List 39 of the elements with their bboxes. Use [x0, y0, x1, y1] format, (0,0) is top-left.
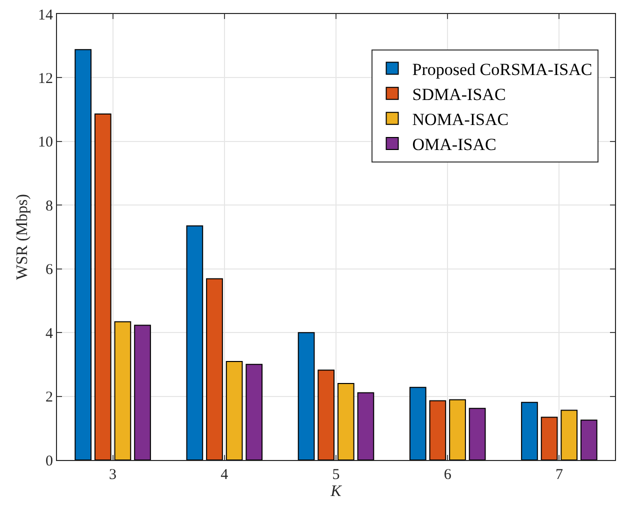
x-tick-label: 7 — [555, 467, 564, 483]
bar — [226, 361, 243, 460]
y-tick-label: 10 — [38, 134, 53, 151]
legend-label: Proposed CoRSMA-ISAC — [412, 60, 592, 79]
y-axis-title: WSR (Mbps) — [14, 194, 31, 280]
bar — [318, 370, 335, 460]
bar — [429, 400, 446, 460]
y-tick-label: 14 — [38, 7, 54, 24]
y-tick-label: 6 — [46, 262, 54, 278]
bar — [357, 392, 374, 460]
x-tick-label: 3 — [109, 467, 117, 483]
x-tick-label: 6 — [444, 467, 452, 483]
bar — [449, 399, 466, 460]
y-tick-label: 2 — [46, 390, 53, 406]
bar — [186, 225, 204, 460]
y-tick-label: 12 — [38, 70, 53, 87]
y-tick-label: 8 — [46, 198, 53, 214]
x-tick-label: 5 — [332, 467, 340, 483]
bar — [337, 383, 354, 460]
bar — [580, 420, 598, 460]
y-tick-label: 0 — [46, 453, 53, 470]
bar — [468, 408, 486, 460]
bar — [521, 402, 538, 460]
x-axis-title: K — [330, 483, 343, 500]
legend-label: SDMA-ISAC — [412, 84, 506, 104]
legend-label: NOMA-ISAC — [412, 110, 509, 130]
bar — [560, 410, 578, 460]
bar — [74, 49, 92, 460]
bar — [94, 114, 112, 460]
bar — [206, 278, 223, 460]
bar — [134, 324, 151, 460]
bar — [298, 332, 315, 460]
bar — [114, 321, 132, 460]
bar — [540, 416, 558, 460]
y-tick-label: 4 — [46, 326, 54, 342]
bar — [409, 386, 426, 460]
bar — [246, 364, 263, 460]
legend-label: OMA-ISAC — [412, 135, 496, 154]
x-tick-label: 4 — [220, 467, 229, 483]
